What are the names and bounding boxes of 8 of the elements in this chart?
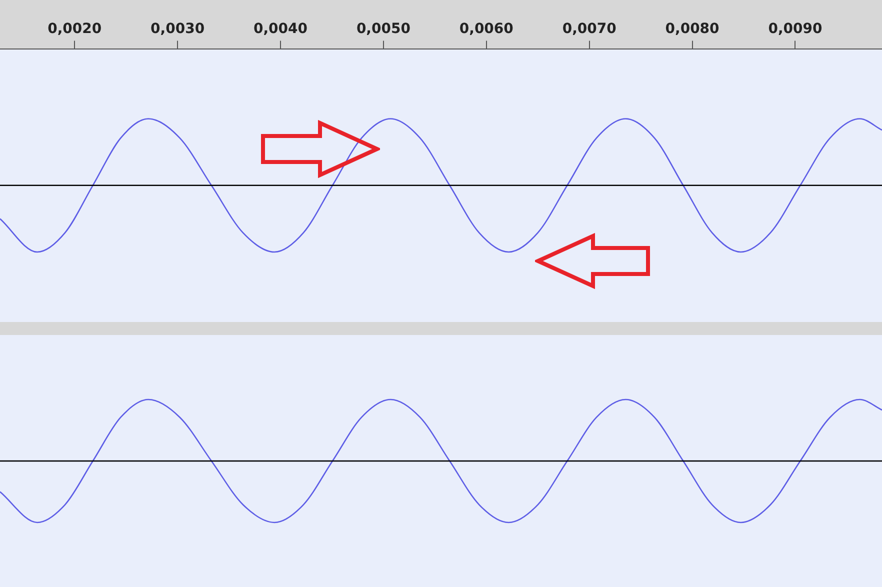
x-tick-label: 0,0030 (150, 21, 205, 38)
x-tick-label: 0,0080 (665, 21, 720, 38)
x-tick-label: 0,0020 (48, 21, 102, 38)
x-tick-label: 0,0090 (768, 21, 822, 38)
x-tick-label: 0,0040 (254, 21, 308, 38)
x-tick-label: 0,0070 (562, 21, 617, 38)
x-tick-label: 0,0050 (356, 21, 411, 38)
x-tick-label: 0,0060 (459, 21, 514, 38)
